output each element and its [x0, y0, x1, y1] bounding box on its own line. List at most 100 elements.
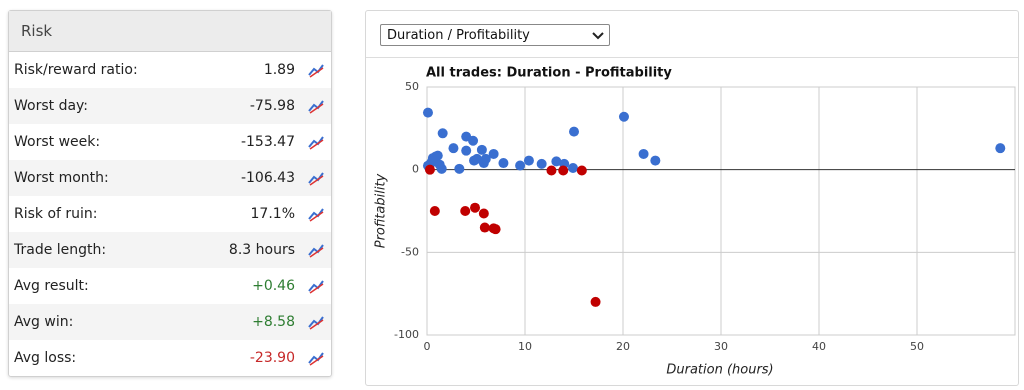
icon-line — [308, 100, 324, 112]
x-tick-label: 10 — [518, 340, 532, 353]
trade-point — [448, 143, 459, 154]
chart-icon[interactable] — [307, 242, 325, 258]
chart-icon[interactable] — [307, 134, 325, 150]
x-tick-label: 40 — [812, 340, 826, 353]
trade-point — [590, 296, 601, 307]
risk-panel: Risk Risk/reward ratio: 1.89 Worst day: -75… — [8, 10, 332, 377]
x-axis-label: Duration (hours) — [666, 363, 773, 378]
chart-title: All trades: Duration - Profitability — [426, 66, 672, 81]
dropdown-arrow — [592, 32, 604, 40]
icon-line — [308, 208, 324, 220]
trade-point — [422, 107, 433, 118]
y-tick-label: 0 — [412, 163, 419, 176]
risk-row: Avg win: +8.58 — [9, 304, 331, 340]
icon-line — [308, 172, 324, 184]
y-tick-label: 50 — [405, 80, 419, 93]
icon-line — [309, 67, 324, 78]
x-tick-label: 20 — [616, 340, 630, 353]
trade-point — [468, 135, 479, 146]
y-axis-label: Profitability — [374, 173, 389, 248]
trade-point — [523, 155, 534, 166]
trade-point — [480, 153, 491, 164]
icon-line — [308, 280, 324, 292]
row-value: -106.43 — [240, 170, 295, 186]
risk-row: Avg result: +0.46 — [9, 268, 331, 304]
trade-point — [460, 206, 471, 216]
row-value: -75.98 — [249, 98, 295, 114]
trade-point — [432, 150, 443, 161]
row-label: Worst week: — [14, 134, 101, 150]
y-tick-label: -100 — [394, 328, 419, 341]
trade-point — [429, 206, 440, 216]
row-label: Risk of ruin: — [14, 206, 98, 222]
chart-icon[interactable] — [307, 62, 325, 78]
row-value: 17.1% — [250, 206, 295, 222]
risk-row: Risk of ruin: 17.1% — [9, 196, 331, 232]
risk-row: Worst day: -75.98 — [9, 88, 331, 124]
icon-line — [309, 319, 324, 330]
icon-line — [309, 247, 324, 258]
chart-icon[interactable] — [307, 314, 325, 330]
trade-point — [479, 222, 490, 233]
trade-point — [650, 155, 661, 166]
chart-icon[interactable] — [307, 206, 325, 222]
selector-text: Duration / Profitability — [387, 28, 530, 43]
chart-icon[interactable] — [307, 278, 325, 294]
row-label: Avg loss: — [14, 350, 77, 366]
icon-line — [309, 283, 324, 294]
row-label: Risk/reward ratio: — [14, 62, 138, 78]
icon-line — [308, 244, 324, 256]
trade-point — [558, 165, 569, 176]
trade-point — [515, 160, 526, 171]
trade-point — [461, 145, 472, 156]
row-label: Trade length: — [14, 242, 107, 258]
x-tick-label: 50 — [910, 340, 924, 353]
trade-point — [454, 163, 465, 174]
trade-point — [551, 156, 562, 167]
panel-title: Risk — [9, 11, 331, 52]
risk-row: Risk/reward ratio: 1.89 — [9, 52, 331, 88]
chart-selector[interactable]: Duration / Profitability — [380, 24, 610, 46]
trade-point — [568, 163, 579, 174]
trade-point — [569, 126, 579, 137]
trade-point — [638, 148, 649, 159]
row-label: Avg win: — [14, 314, 74, 330]
icon-line — [308, 316, 324, 328]
icon-line — [308, 64, 324, 76]
x-tick-label: 30 — [714, 340, 728, 353]
trade-point — [490, 224, 501, 235]
trade-point — [536, 158, 547, 169]
chart-icon[interactable] — [307, 170, 325, 186]
icon-line — [308, 136, 324, 148]
trade-point — [424, 164, 435, 175]
icon-line — [309, 355, 324, 366]
trade-point — [576, 165, 587, 176]
row-value: -153.47 — [240, 134, 295, 150]
chart-icon[interactable] — [307, 98, 325, 114]
chart-icon[interactable] — [307, 350, 325, 366]
trade-point — [476, 144, 487, 155]
trade-point — [478, 208, 489, 219]
row-label: Avg result: — [14, 278, 89, 294]
row-value: -23.90 — [249, 350, 295, 366]
risk-row: Avg loss: -23.90 — [9, 340, 331, 376]
row-label: Worst day: — [14, 98, 89, 114]
chart-panel: Duration / Profitability — [365, 10, 1019, 386]
trade-point — [436, 163, 447, 174]
row-value: 8.3 hours — [228, 242, 295, 258]
icon-line — [309, 103, 324, 114]
icon-line — [309, 139, 324, 150]
separator — [366, 57, 1018, 58]
risk-row: Worst week: -153.47 — [9, 124, 331, 160]
trade-point — [437, 128, 448, 139]
trade-point — [546, 165, 557, 176]
risk-rows: Risk/reward ratio: 1.89 Worst day: -75.98 Wo… — [9, 52, 331, 376]
row-label: Worst month: — [14, 170, 109, 186]
icon-line — [309, 175, 324, 186]
icon-line — [309, 211, 324, 222]
trade-point — [488, 148, 499, 159]
trade-point — [995, 143, 1006, 154]
